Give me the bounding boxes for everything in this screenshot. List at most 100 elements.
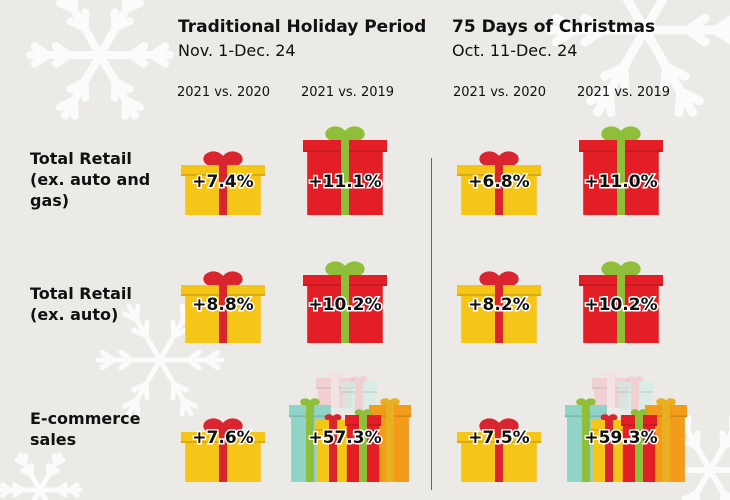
gift-ribbon xyxy=(495,165,503,215)
row-label-line: Total Retail xyxy=(30,149,132,168)
gift-ribbon xyxy=(219,165,227,215)
gift-ribbon xyxy=(359,415,367,482)
column-header-right-2019: 2021 vs. 2019 xyxy=(577,85,671,100)
value-label: +10.2% xyxy=(584,295,657,315)
snowflake-icon xyxy=(95,303,225,417)
row-label-ecommerce: E-commerce sales xyxy=(30,408,170,450)
left-period-dates: Nov. 1-Dec. 24 xyxy=(178,41,296,60)
value-label: +6.8% xyxy=(468,172,529,192)
right-period-title: 75 Days of Christmas xyxy=(452,17,656,37)
gift-bow-knot xyxy=(339,265,351,277)
gift-ribbon xyxy=(306,405,314,482)
value-label: +11.0% xyxy=(584,172,657,192)
gift-bow-knot xyxy=(663,400,669,406)
gift-bow-knot xyxy=(339,130,351,142)
left-period-title: Traditional Holiday Period xyxy=(178,17,427,37)
value-label: +7.6% xyxy=(192,428,253,448)
gift-bow-knot xyxy=(356,377,362,383)
gift-ribbon xyxy=(582,405,590,482)
gift-pile xyxy=(289,371,411,482)
value-label: +7.4% xyxy=(192,172,253,192)
row-label-line: (ex. auto) xyxy=(30,305,119,324)
snowflake-icon xyxy=(0,452,83,500)
gift-box-icon xyxy=(181,271,265,343)
gift-ribbon xyxy=(605,420,613,482)
gift-box-icon xyxy=(181,418,265,482)
value-label: +8.2% xyxy=(468,295,529,315)
gift-bow-knot xyxy=(606,415,612,421)
gift-ribbon xyxy=(607,378,615,408)
column-header-right-2020: 2021 vs. 2020 xyxy=(453,85,547,100)
gift-box-icon xyxy=(579,126,663,215)
row-label-total-retail-ex-auto-gas: Total Retail (ex. auto and gas) xyxy=(30,148,170,211)
column-header-left-2019: 2021 vs. 2019 xyxy=(301,85,395,100)
gift-ribbon xyxy=(329,420,337,482)
gift-ribbon xyxy=(635,415,643,482)
row-label-line: sales xyxy=(30,430,77,449)
gift-bow-knot xyxy=(493,422,505,434)
value-label: +59.3% xyxy=(584,428,657,448)
value-label: +10.2% xyxy=(308,295,381,315)
gift-box-icon xyxy=(303,126,387,215)
period-divider xyxy=(431,158,432,490)
row-label-total-retail-ex-auto: Total Retail (ex. auto) xyxy=(30,283,170,325)
row-label-line: Total Retail xyxy=(30,284,132,303)
gift-ribbon xyxy=(631,382,639,410)
gift-bow-knot xyxy=(632,377,638,383)
gift-box-icon xyxy=(303,261,387,343)
gift-bow-knot xyxy=(217,275,229,287)
gift-ribbon xyxy=(617,275,625,343)
value-label: +11.1% xyxy=(308,172,381,192)
gift-box-icon xyxy=(457,418,541,482)
gift-ribbon xyxy=(341,140,349,215)
gift-bow-knot xyxy=(608,373,614,379)
column-header-left-2020: 2021 vs. 2020 xyxy=(177,85,271,100)
gift-bow-knot xyxy=(493,275,505,287)
gift-bow-knot xyxy=(360,410,366,416)
gift-ribbon xyxy=(219,432,227,482)
value-label: +8.8% xyxy=(192,295,253,315)
gift-ribbon xyxy=(386,405,394,482)
snowflake-icon xyxy=(545,0,730,118)
gift-box-icon xyxy=(181,151,265,215)
gift-bow-knot xyxy=(332,373,338,379)
gift-box-icon xyxy=(457,271,541,343)
gift-bow-knot xyxy=(493,155,505,167)
gift-ribbon xyxy=(662,405,670,482)
gift-bow-knot xyxy=(615,130,627,142)
gift-box-icon xyxy=(345,409,381,482)
gift-bow-knot xyxy=(307,400,313,406)
row-label-line: E-commerce xyxy=(30,409,141,428)
value-label: +7.5% xyxy=(468,428,529,448)
gift-bow-knot xyxy=(583,400,589,406)
gift-ribbon xyxy=(617,140,625,215)
gift-bow-knot xyxy=(217,155,229,167)
gift-box-icon xyxy=(591,414,627,482)
gift-box-icon xyxy=(457,151,541,215)
gift-box-icon xyxy=(617,376,653,410)
row-label-line: gas) xyxy=(30,191,70,210)
gift-bow-knot xyxy=(217,422,229,434)
gift-box-icon xyxy=(341,376,377,410)
gift-ribbon xyxy=(495,285,503,343)
gift-bow-knot xyxy=(636,410,642,416)
gift-box-icon xyxy=(621,409,657,482)
gift-box-icon xyxy=(315,414,351,482)
gift-ribbon xyxy=(341,275,349,343)
value-label: +57.3% xyxy=(308,428,381,448)
gift-box-icon xyxy=(579,261,663,343)
gift-ribbon xyxy=(219,285,227,343)
gift-ribbon xyxy=(355,382,363,410)
gift-ribbon xyxy=(331,378,339,408)
gift-pile xyxy=(565,371,687,482)
gift-bow-knot xyxy=(330,415,336,421)
right-period-dates: Oct. 11-Dec. 24 xyxy=(452,41,578,60)
snowflake-icon xyxy=(26,0,174,120)
row-label-line: (ex. auto and xyxy=(30,170,151,189)
gift-bow-knot xyxy=(615,265,627,277)
gift-bow-knot xyxy=(387,400,393,406)
gift-ribbon xyxy=(495,432,503,482)
